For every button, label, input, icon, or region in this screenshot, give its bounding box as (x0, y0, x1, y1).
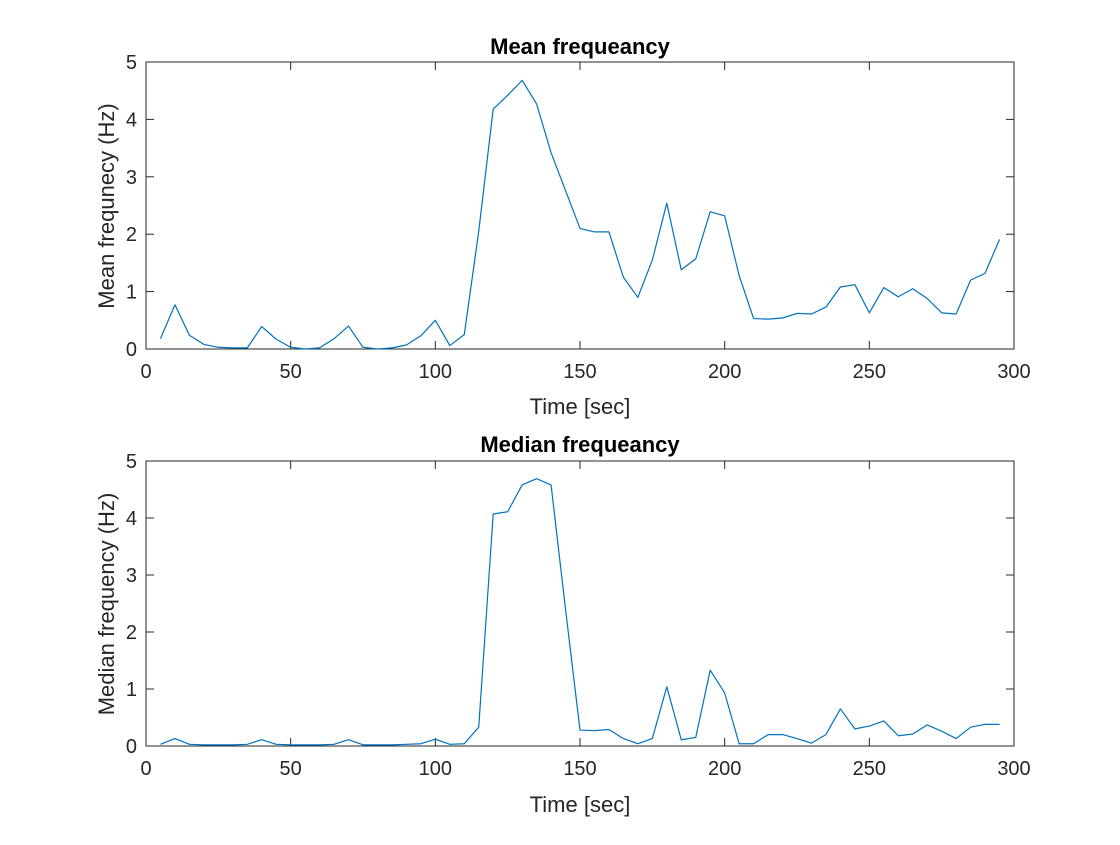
x-tick-label: 250 (853, 758, 886, 780)
y-tick-label: 4 (126, 109, 137, 131)
y-tick-label: 0 (126, 339, 137, 361)
x-tick-label: 250 (853, 361, 886, 383)
y-tick-label: 3 (126, 565, 137, 587)
series-line (159, 79, 1001, 350)
x-tick-label: 0 (140, 758, 151, 780)
x-tick-label: 100 (419, 758, 452, 780)
y-tick-label: 0 (126, 736, 137, 758)
x-tick-label: 100 (419, 361, 452, 383)
x-tick-label: 0 (140, 361, 151, 383)
y-tick-label: 1 (126, 679, 137, 701)
x-tick-label: 200 (708, 361, 741, 383)
y-axis-label: Mean frequnecy (Hz) (94, 103, 119, 308)
y-tick-label: 1 (126, 282, 137, 304)
plot-area (145, 61, 1015, 350)
y-tick-label: 5 (126, 451, 137, 473)
x-tick-label: 300 (997, 361, 1030, 383)
y-tick-label: 5 (126, 52, 137, 74)
chart-title: Median frequeancy (480, 432, 680, 457)
x-axis-label: Time [sec] (530, 792, 631, 817)
x-tick-label: 150 (563, 361, 596, 383)
y-tick-label: 2 (126, 622, 137, 644)
x-tick-label: 50 (280, 361, 302, 383)
x-tick-label: 300 (997, 758, 1030, 780)
plot-area (145, 460, 1015, 747)
y-axis-label: Median frequency (Hz) (94, 493, 119, 716)
x-tick-label: 150 (563, 758, 596, 780)
y-tick-label: 4 (126, 508, 137, 530)
chart-title: Mean frequeancy (490, 34, 670, 59)
median-frequency-plot: Median frequeancy Median frequency (Hz) … (94, 432, 1031, 817)
series-line (160, 478, 1000, 746)
x-tick-label: 200 (708, 758, 741, 780)
x-axis-label: Time [sec] (530, 394, 631, 419)
y-tick-label: 3 (126, 167, 137, 189)
x-tick-label: 50 (280, 758, 302, 780)
mean-frequency-plot: Mean frequeancy Mean frequnecy (Hz) Time… (94, 34, 1031, 419)
y-tick-label: 2 (126, 224, 137, 246)
